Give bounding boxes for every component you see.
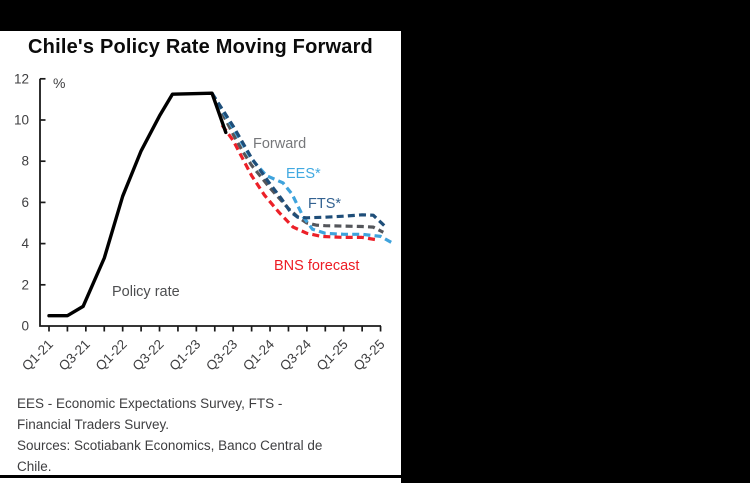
x-tick-label: Q3-23 [203,337,240,374]
y-tick-label: 12 [14,71,29,86]
series-line-policy-rate [47,91,228,318]
policy-rate-line-chart: 0 2 4 6 8 10 12 % Q1-21 Q3-21 Q1-22 Q3-22 Q1-23 Q3-23… [14,71,395,374]
x-tick-label: Q1-23 [166,337,203,374]
chart-footnote: EES - Economic Expectations Survey, FTS … [17,393,392,477]
series-label-bns-forecast: BNS forecast [274,258,359,274]
y-tick-label: 6 [21,195,29,210]
y-tick-label: 2 [21,277,29,292]
series-label-fts-: FTS* [308,196,341,212]
x-tick-label: Q3-25 [351,337,388,374]
x-tick-label: Q3-21 [56,337,93,374]
footnote-line: Chile. [17,459,52,474]
footnote-line: EES - Economic Expectations Survey, FTS … [17,396,283,411]
footnote-line: Sources: Scotiabank Economics, Banco Cen… [17,438,323,453]
series-label-ees-: EES* [286,166,321,182]
series-line-forward [210,92,385,234]
x-tick-label: Q3-22 [129,337,166,374]
series-label-policy-rate: Policy rate [112,284,180,300]
chart-panel: Chile's Policy Rate Moving Forward 0 2 4 6 8… [0,31,401,483]
x-tick-label: Q1-21 [19,337,56,374]
chart-title: Chile's Policy Rate Moving Forward [28,36,373,58]
x-tick-label: Q1-24 [240,336,277,373]
series-label-forward: Forward [253,136,306,152]
y-tick-label: 0 [21,319,29,334]
right-black-region [401,0,750,483]
y-tick-label: 8 [21,154,29,169]
x-tick-label: Q3-24 [277,336,314,373]
x-tick-label: Q1-22 [93,337,130,374]
series-line-fts- [210,92,386,227]
bottom-divider-line [0,475,401,478]
series-line-bns-forecast [220,124,376,242]
footnote-line: Financial Traders Survey. [17,417,170,432]
y-axis-unit-label: % [53,75,65,91]
x-tick-label: Q1-25 [314,337,351,374]
y-tick-label: 4 [21,236,29,251]
y-tick-label: 10 [14,113,29,128]
